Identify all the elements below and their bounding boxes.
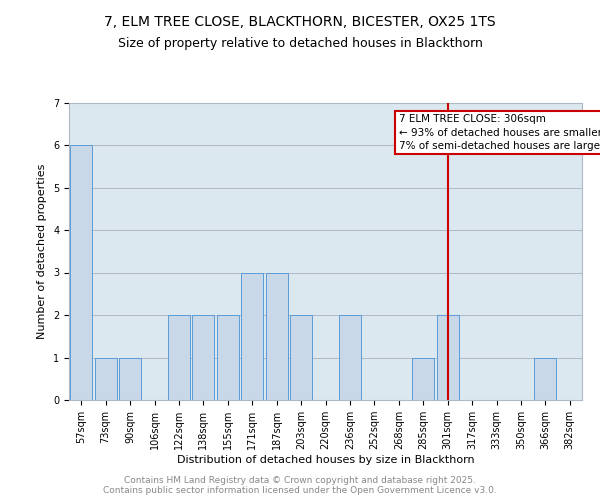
Text: 7, ELM TREE CLOSE, BLACKTHORN, BICESTER, OX25 1TS: 7, ELM TREE CLOSE, BLACKTHORN, BICESTER,… <box>104 15 496 29</box>
Bar <box>266 272 287 400</box>
Bar <box>290 315 312 400</box>
Bar <box>535 358 556 400</box>
Text: Size of property relative to detached houses in Blackthorn: Size of property relative to detached ho… <box>118 38 482 51</box>
Bar <box>241 272 263 400</box>
Bar <box>168 315 190 400</box>
Y-axis label: Number of detached properties: Number of detached properties <box>37 164 47 339</box>
X-axis label: Distribution of detached houses by size in Blackthorn: Distribution of detached houses by size … <box>176 455 475 465</box>
Text: Contains HM Land Registry data © Crown copyright and database right 2025.
Contai: Contains HM Land Registry data © Crown c… <box>103 476 497 495</box>
Bar <box>217 315 239 400</box>
Bar <box>437 315 458 400</box>
Bar <box>70 145 92 400</box>
Bar <box>193 315 214 400</box>
Bar <box>119 358 141 400</box>
Bar <box>339 315 361 400</box>
Bar <box>95 358 116 400</box>
Bar <box>412 358 434 400</box>
Text: 7 ELM TREE CLOSE: 306sqm
← 93% of detached houses are smaller (25)
7% of semi-de: 7 ELM TREE CLOSE: 306sqm ← 93% of detach… <box>399 114 600 151</box>
